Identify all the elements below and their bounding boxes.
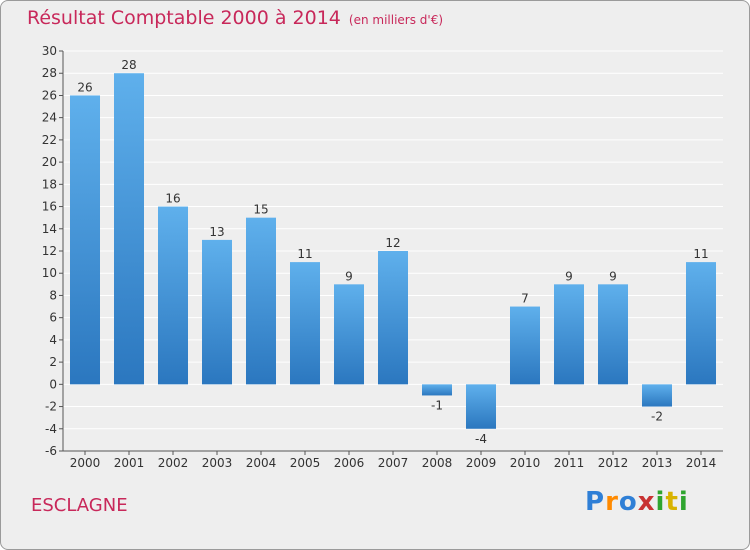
x-tick-label: 2014 bbox=[686, 456, 717, 470]
data-label: 28 bbox=[121, 58, 136, 72]
bar-2014 bbox=[686, 262, 716, 385]
bar-2009 bbox=[466, 384, 496, 429]
y-tick-label: 22 bbox=[42, 133, 57, 147]
bar-2006 bbox=[334, 284, 364, 385]
data-label: 16 bbox=[165, 192, 180, 206]
x-tick-label: 2013 bbox=[642, 456, 673, 470]
place-name: ESCLAGNE bbox=[31, 495, 128, 516]
bar-2005 bbox=[290, 262, 320, 385]
data-label: 11 bbox=[693, 247, 708, 261]
data-label: 9 bbox=[609, 269, 617, 283]
axes bbox=[59, 50, 723, 455]
bar-2010 bbox=[510, 306, 540, 385]
y-tick-label: 8 bbox=[49, 288, 57, 302]
bar-2000 bbox=[70, 95, 100, 385]
data-label: 12 bbox=[385, 236, 400, 250]
x-tick-label: 2007 bbox=[378, 456, 409, 470]
y-tick-label: 2 bbox=[49, 355, 57, 369]
x-tick-label: 2004 bbox=[246, 456, 277, 470]
data-label: -4 bbox=[475, 432, 487, 446]
y-tick-label: 4 bbox=[49, 333, 57, 347]
data-label: 11 bbox=[297, 247, 312, 261]
y-tick-label: 30 bbox=[42, 44, 57, 58]
bar-2001 bbox=[114, 73, 144, 385]
x-tick-label: 2011 bbox=[554, 456, 585, 470]
x-tick-label: 2003 bbox=[202, 456, 233, 470]
data-label: 13 bbox=[209, 225, 224, 239]
y-tick-label: -2 bbox=[45, 400, 57, 414]
data-label: 9 bbox=[345, 269, 353, 283]
bar-2008 bbox=[422, 384, 452, 396]
x-tick-label: 2002 bbox=[158, 456, 189, 470]
y-tick-label: 14 bbox=[42, 222, 57, 236]
y-tick-label: 26 bbox=[42, 88, 57, 102]
x-tick-label: 2000 bbox=[70, 456, 101, 470]
y-tick-label: 28 bbox=[42, 66, 57, 80]
y-tick-label: 18 bbox=[42, 177, 57, 191]
x-tick-label: 2005 bbox=[290, 456, 321, 470]
data-label: 7 bbox=[521, 292, 529, 306]
x-tick-label: 2001 bbox=[114, 456, 145, 470]
x-tick-label: 2008 bbox=[422, 456, 453, 470]
data-label: 9 bbox=[565, 269, 573, 283]
y-tick-label: 24 bbox=[42, 111, 57, 125]
x-tick-label: 2006 bbox=[334, 456, 365, 470]
y-tick-label: -6 bbox=[45, 444, 57, 458]
unit-note: (en milliers d'€) bbox=[348, 13, 444, 27]
chart-title-block: Résultat Comptable 2000 à 2014 (en millie… bbox=[27, 7, 443, 29]
bar-2002 bbox=[158, 206, 188, 385]
y-tick-label: 0 bbox=[49, 377, 57, 391]
data-label: 15 bbox=[253, 203, 268, 217]
bar-2012 bbox=[598, 284, 628, 385]
y-tick-label: -4 bbox=[45, 422, 57, 436]
y-tick-label: 6 bbox=[49, 311, 57, 325]
chart-title: Résultat Comptable 2000 à 2014 bbox=[27, 7, 341, 29]
bar-2004 bbox=[246, 217, 276, 385]
bar-2003 bbox=[202, 239, 232, 385]
labels: -6-4-20246810121416182022242628302620002… bbox=[42, 44, 717, 470]
x-tick-label: 2012 bbox=[598, 456, 629, 470]
bars bbox=[70, 73, 716, 429]
data-label: -2 bbox=[651, 410, 663, 424]
bar-2011 bbox=[554, 284, 584, 385]
x-tick-label: 2010 bbox=[510, 456, 541, 470]
data-label: 26 bbox=[77, 80, 92, 94]
bar-2013 bbox=[642, 384, 672, 407]
data-label: -1 bbox=[431, 398, 443, 412]
y-tick-label: 20 bbox=[42, 155, 57, 169]
y-tick-label: 16 bbox=[42, 200, 57, 214]
proxiti-logo: Proxiti bbox=[585, 487, 689, 517]
y-tick-label: 10 bbox=[42, 266, 57, 280]
x-tick-label: 2009 bbox=[466, 456, 497, 470]
y-tick-label: 12 bbox=[42, 244, 57, 258]
bar-2007 bbox=[378, 251, 408, 385]
